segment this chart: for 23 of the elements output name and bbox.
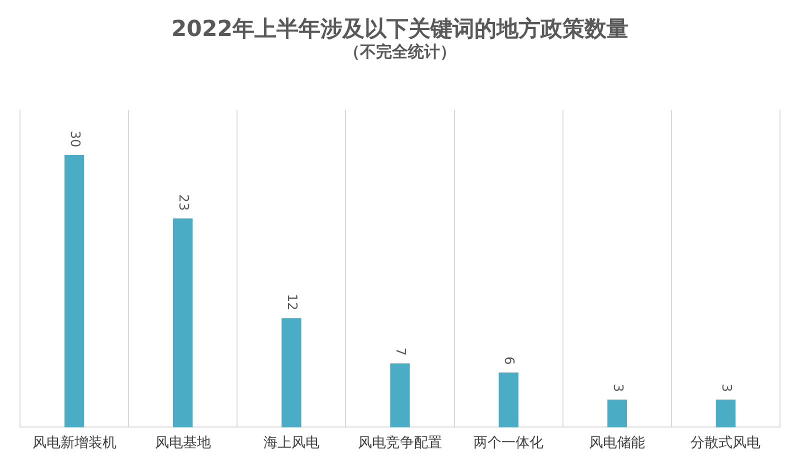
x-tick-label: 风电基地 bbox=[154, 435, 211, 452]
data-label: 3 bbox=[718, 384, 734, 392]
chart-title: 2022年上半年涉及以下关键词的地方政策数量 bbox=[170, 16, 630, 42]
bar bbox=[607, 400, 627, 428]
bar bbox=[716, 400, 736, 428]
data-label: 7 bbox=[392, 347, 408, 356]
data-label: 30 bbox=[66, 130, 82, 148]
data-label: 6 bbox=[501, 356, 516, 365]
x-tick-label: 风电竞争配置 bbox=[358, 435, 442, 452]
bar bbox=[64, 154, 84, 428]
x-tick-label: 风电储能 bbox=[589, 435, 646, 452]
bar bbox=[173, 218, 193, 428]
data-label: 23 bbox=[175, 194, 190, 211]
x-tick-label: 两个一体化 bbox=[474, 435, 544, 452]
x-tick-label: 海上风电 bbox=[263, 435, 320, 452]
data-label: 3 bbox=[610, 384, 625, 392]
x-tick-label: 风电新增装机 bbox=[32, 435, 116, 452]
bar bbox=[282, 318, 302, 428]
x-tick-label: 分散式风电 bbox=[690, 435, 761, 452]
bar bbox=[498, 372, 518, 428]
chart-subtitle: （不完全统计） bbox=[343, 42, 457, 63]
data-label: 12 bbox=[284, 294, 300, 310]
bar bbox=[390, 363, 410, 428]
